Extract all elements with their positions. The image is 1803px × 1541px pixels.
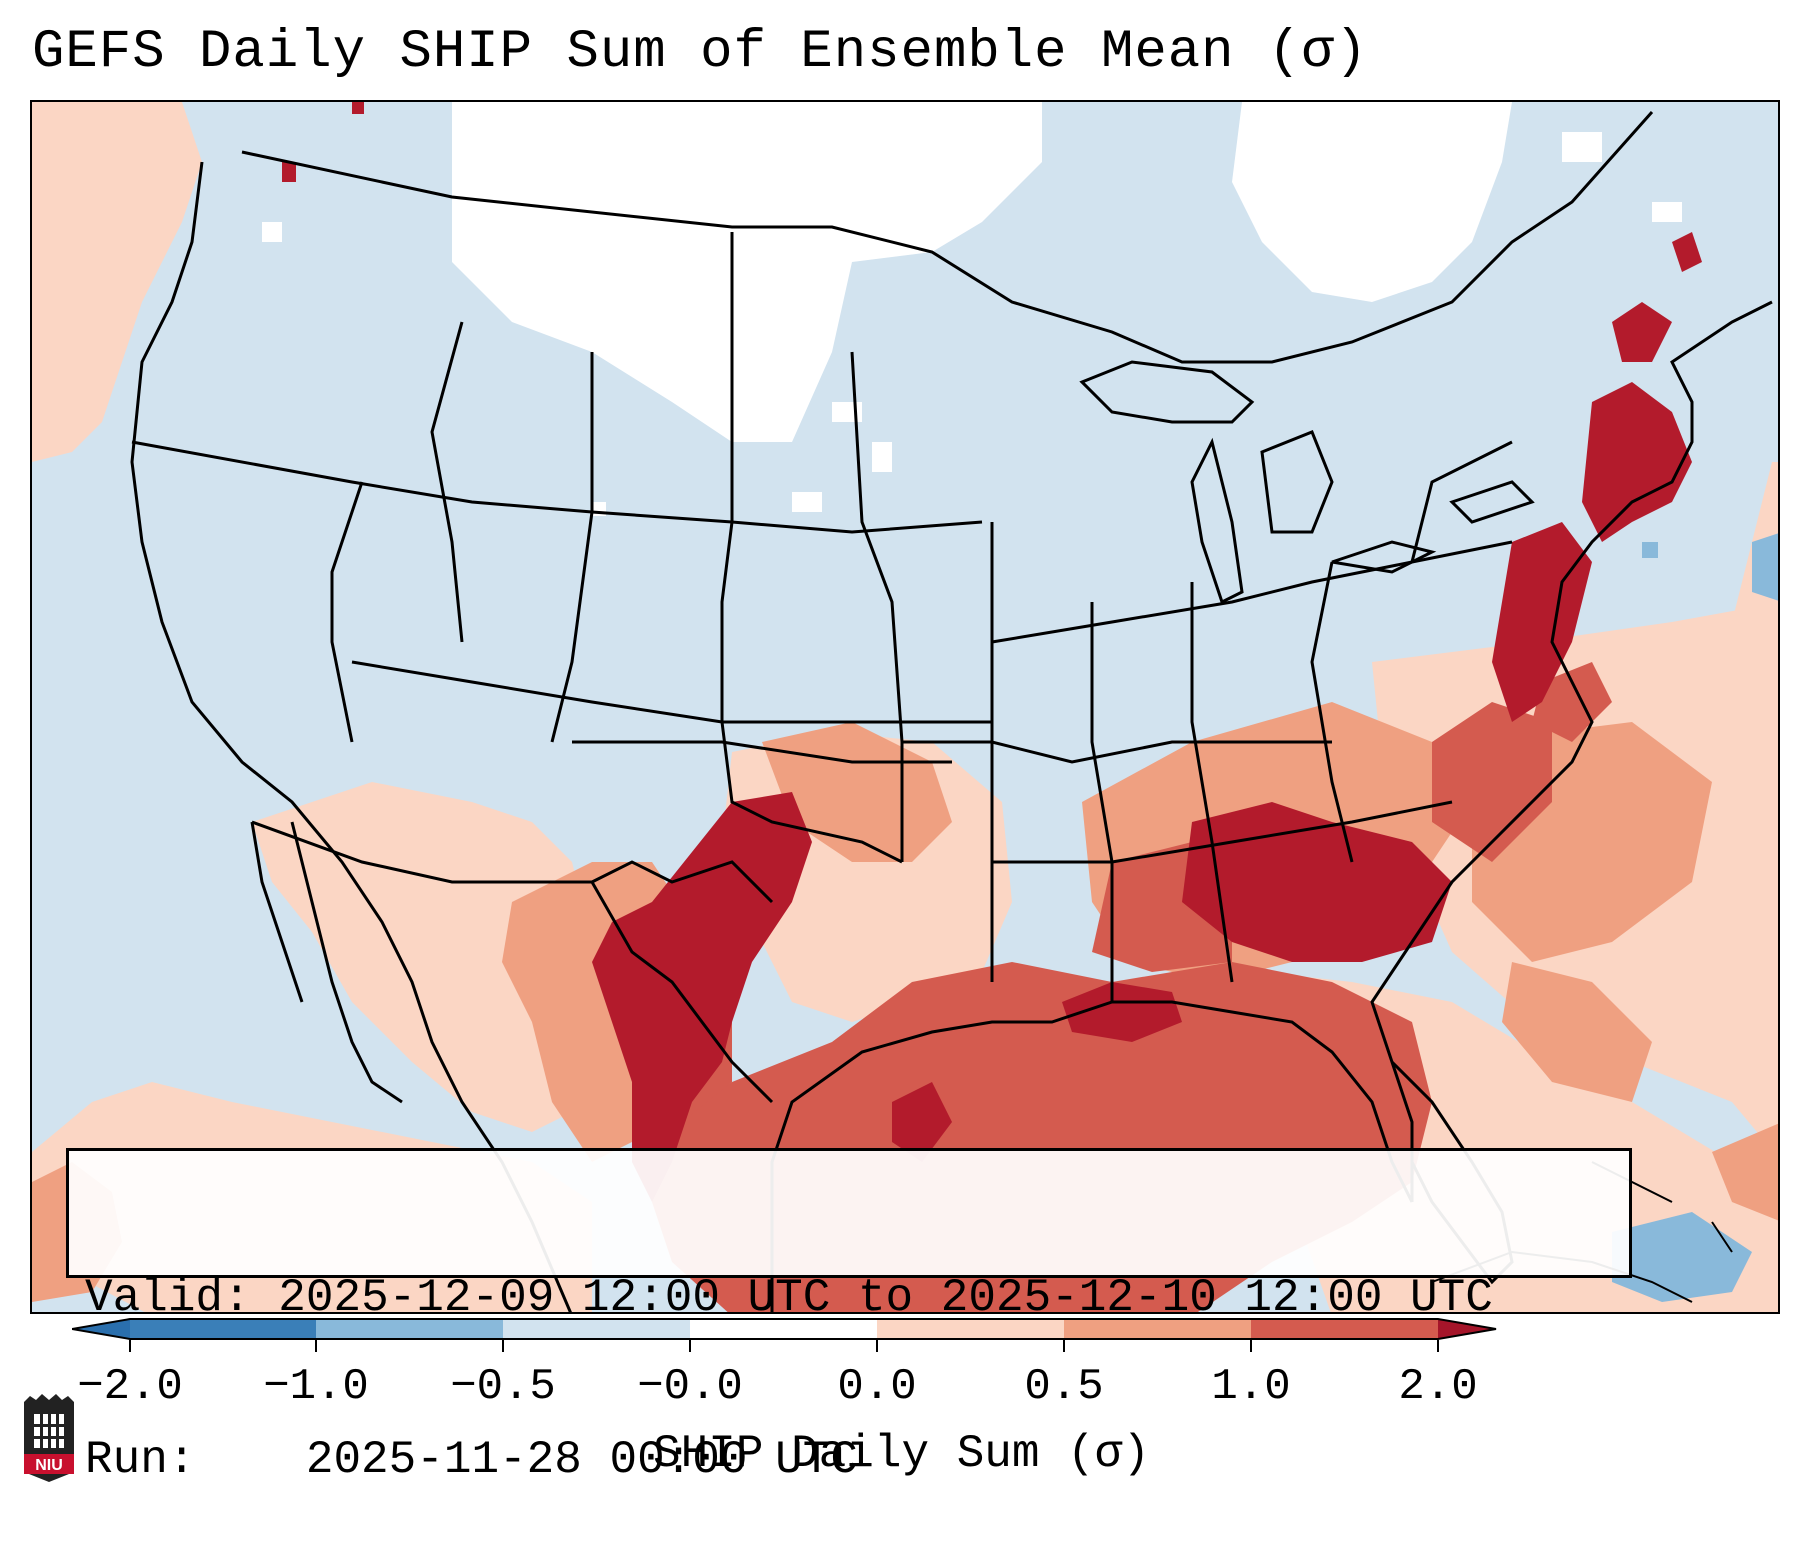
colorbar-segment <box>316 1319 503 1339</box>
colorbar-ticks: −2.0 −1.0 −0.5 −0.0 0.0 0.5 1.0 2.0 <box>0 1340 1803 1430</box>
colorbar-tick-label: 0.0 <box>837 1362 917 1412</box>
dark-red-regions <box>282 102 1702 1202</box>
colorbar-segment <box>130 1319 316 1339</box>
boundaries <box>130 111 1773 1312</box>
colorbar-segment <box>503 1319 690 1339</box>
white-zone-canada-central <box>672 102 932 192</box>
logo-band <box>24 1454 74 1474</box>
colorbar <box>72 1318 1497 1340</box>
colorbar-outline <box>72 1318 1497 1340</box>
colorbar-tick <box>876 1340 878 1352</box>
colorbar-tick-label: −0.5 <box>450 1362 556 1412</box>
colorbar-segment <box>877 1319 1064 1339</box>
valid-line: Valid: 2025-12-09 12:00 UTC to 2025-12-1… <box>85 1271 1629 1325</box>
run-line: Run: 2025-11-28 00:00 UTC <box>85 1433 1629 1487</box>
colorbar-tick <box>689 1340 691 1352</box>
colorbar-tick <box>129 1340 131 1352</box>
colorbar-segment <box>1064 1319 1251 1339</box>
forecast-map <box>32 102 1778 1312</box>
colorbar-tick <box>1437 1340 1439 1352</box>
valid-value: 2025-12-09 12:00 UTC to 2025-12-10 12:00… <box>278 1272 1493 1324</box>
valid-run-info-box: Valid: 2025-12-09 12:00 UTC to 2025-12-1… <box>66 1148 1632 1486</box>
colorbar-tick-label: 2.0 <box>1398 1362 1478 1412</box>
logo-window-grid <box>34 1414 64 1448</box>
colorbar-extend-left <box>72 1319 130 1339</box>
colorbar-label: SHIP Daily Sum (σ) <box>653 1428 1150 1480</box>
map-panel <box>30 100 1780 1314</box>
colorbar-tick <box>1063 1340 1065 1352</box>
colorbar-tick <box>502 1340 504 1352</box>
colorbar-tick-label: −1.0 <box>263 1362 369 1412</box>
run-label: Run: <box>85 1434 196 1486</box>
valid-label: Valid: <box>85 1272 251 1324</box>
colorbar-tick <box>1250 1340 1252 1352</box>
colorbar-tick-label: −2.0 <box>77 1362 183 1412</box>
colorbar-tick <box>315 1340 317 1352</box>
white-zone-canada-east <box>1232 102 1512 302</box>
colorbar-segment <box>1251 1319 1438 1339</box>
logo-text: NIU <box>35 1457 63 1474</box>
colorbar-tick-label: 0.5 <box>1024 1362 1104 1412</box>
run-value: 2025-11-28 00:00 UTC <box>305 1434 858 1486</box>
white-zone-northplains <box>452 102 1042 442</box>
niu-logo: NIU <box>24 1394 74 1482</box>
colorbar-segment <box>690 1319 877 1339</box>
colorbar-tick-label: 1.0 <box>1211 1362 1291 1412</box>
colorbar-tick-label: −0.0 <box>637 1362 743 1412</box>
colorbar-extend-right <box>1438 1319 1496 1339</box>
chart-title: GEFS Daily SHIP Sum of Ensemble Mean (σ) <box>32 22 1369 83</box>
